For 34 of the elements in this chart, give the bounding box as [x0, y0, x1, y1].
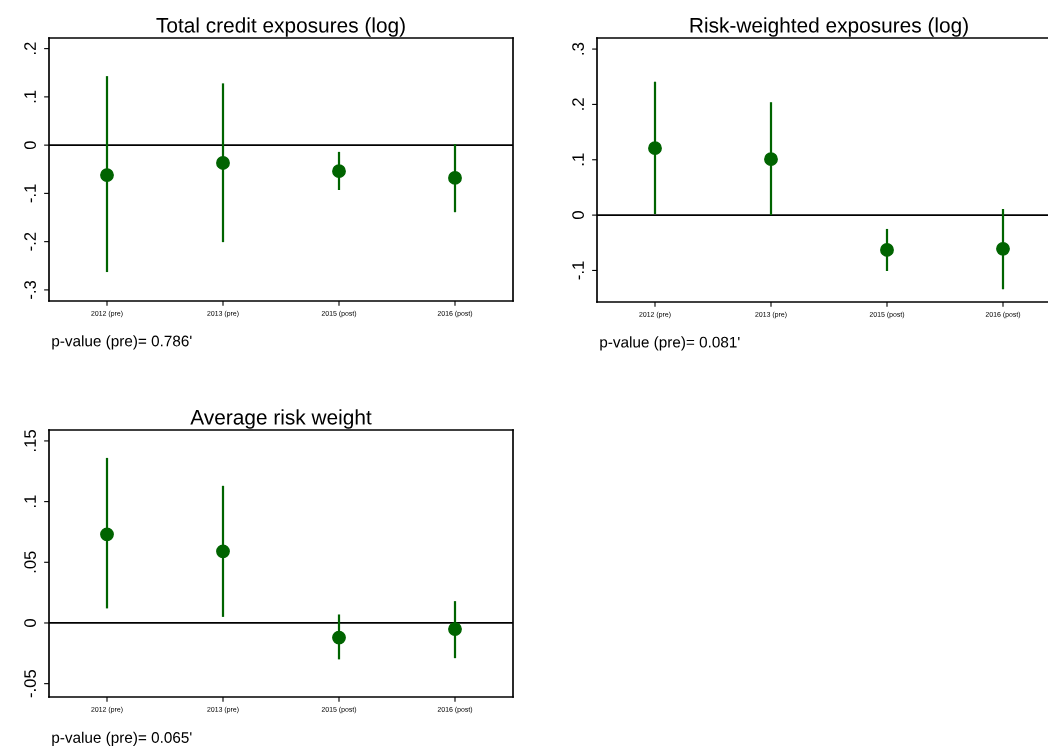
y-tick-label: 0 [572, 211, 584, 220]
point [648, 141, 662, 156]
point [100, 168, 114, 182]
y-tick-label: -.1 [24, 184, 36, 203]
y-tick-label: .05 [24, 551, 36, 573]
y-tick-label: -.1 [572, 261, 584, 280]
point [448, 622, 462, 636]
y-tick-label: .1 [24, 90, 36, 103]
point [764, 152, 778, 167]
y-tick-label: .15 [24, 430, 36, 451]
y-tick-label: .1 [572, 153, 584, 166]
point [332, 164, 346, 179]
text: p-value (pre)= 0.786' [52, 335, 192, 350]
chart-title: Risk-weighted exposures (log) [690, 17, 968, 37]
y-tick-label: 0 [24, 141, 36, 150]
chart-title: Total credit exposures (log) [156, 17, 405, 37]
text: p-value (pre)= 0.065' [52, 731, 192, 746]
point [332, 630, 346, 645]
point [880, 243, 894, 257]
point [448, 171, 462, 185]
y-tick-label: .1 [24, 495, 36, 508]
y-tick-label: -.3 [24, 280, 36, 299]
y-tick-label: 0 [24, 618, 36, 627]
text: p-value (pre)= 0.081' [600, 336, 740, 351]
chart-title: Average risk weight [190, 409, 372, 429]
y-tick-label: .3 [572, 42, 584, 55]
y-tick-label: .2 [572, 98, 584, 110]
y-tick-label: -.05 [24, 669, 36, 698]
point [216, 156, 230, 170]
point [996, 241, 1010, 256]
point [100, 527, 114, 542]
point [216, 544, 230, 559]
y-tick-label: .2 [24, 42, 36, 55]
y-tick-label: -.2 [24, 232, 36, 251]
